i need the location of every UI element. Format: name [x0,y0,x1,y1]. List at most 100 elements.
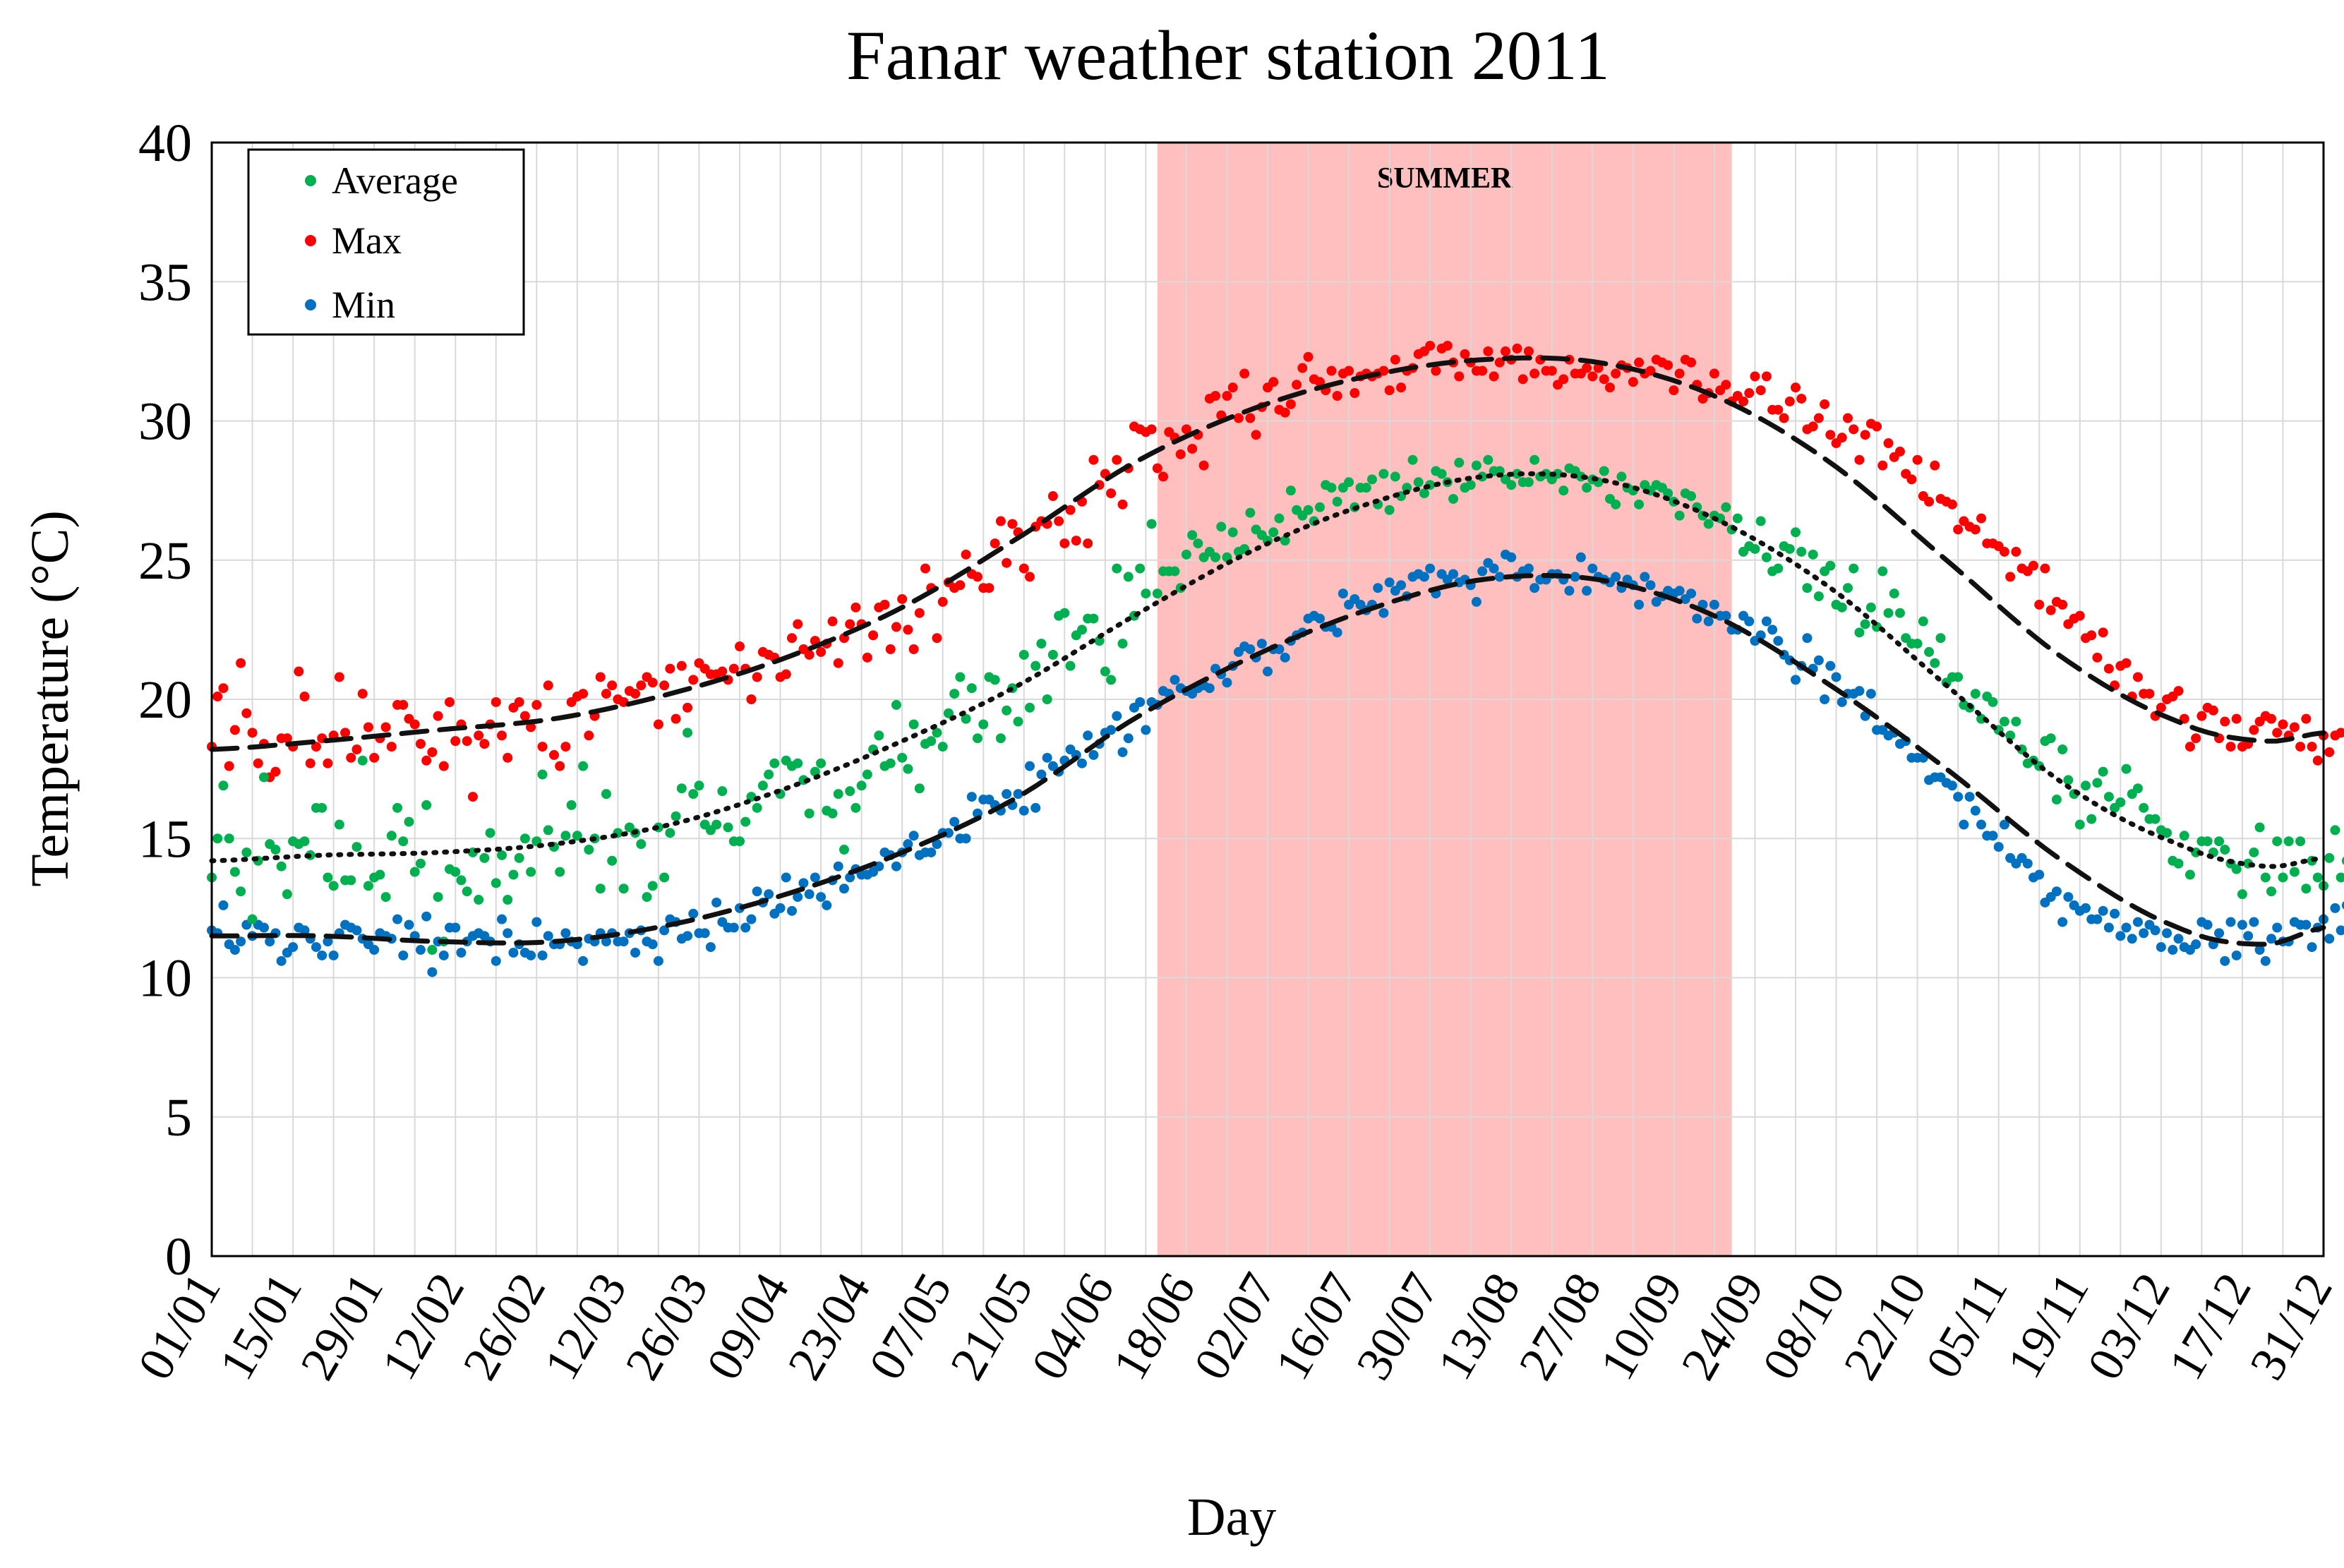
data-point-max [357,689,368,699]
data-point-min [2214,928,2225,939]
data-point-average [665,828,675,838]
data-point-max [1523,346,1534,356]
data-point-max [415,739,426,749]
data-point-average [2272,836,2283,847]
data-point-min [578,955,589,966]
data-point-average [891,699,901,710]
data-point-average [357,755,368,766]
data-point-average [1088,613,1099,624]
data-point-min [537,950,548,960]
data-point-average [1384,505,1395,515]
data-point-min [1755,630,1766,641]
data-point-max [2220,716,2230,727]
data-point-max [1953,524,1964,535]
data-point-average [764,769,774,780]
data-point-average [914,783,925,794]
legend-label-max: Max [332,219,402,262]
data-point-min [740,922,751,933]
data-point-max [2184,742,2195,752]
data-point-max [891,622,901,632]
data-point-max [2029,560,2039,571]
data-point-max [2121,658,2132,668]
data-point-average [519,833,530,844]
data-point-min [833,861,843,872]
data-point-min [1529,583,1540,593]
data-point-average [978,719,989,730]
data-point-max [601,689,611,699]
data-point-max [688,675,699,685]
data-point-max [2301,713,2312,724]
data-point-max [363,722,373,732]
data-point-average [1674,510,1685,521]
data-point-max [2103,663,2114,674]
data-point-max [409,719,420,730]
data-point-average [2121,764,2132,774]
data-point-min [1396,580,1407,591]
data-point-average [1860,619,1870,629]
data-point-average [526,867,536,877]
data-point-average [856,780,867,791]
x-axis-label: Day [1187,1488,1277,1547]
y-tick-label: 0 [165,1227,192,1286]
data-point-average [2080,780,2091,791]
data-point-average [398,836,409,847]
data-point-average [375,869,385,880]
data-point-average [572,831,582,841]
data-point-min [1523,563,1534,574]
data-point-max [1384,385,1395,396]
data-point-max [2045,605,2056,615]
data-point-average [2179,831,2189,841]
data-point-min [1222,677,1232,688]
data-point-min [1506,552,1517,562]
data-point-min [1036,769,1047,780]
data-point-average [485,828,495,838]
data-point-max [369,752,380,763]
data-point-average [2312,872,2323,883]
data-point-average [334,819,344,830]
data-point-average [566,800,577,810]
data-point-max [299,692,310,702]
data-point-min [328,950,339,960]
data-point-average [2202,836,2213,847]
data-point-average [2289,867,2300,877]
data-point-max [438,761,449,771]
data-point-average [2139,802,2149,813]
data-point-average [578,761,589,771]
data-point-average [1465,480,1476,490]
data-point-average [1953,672,1964,682]
data-point-average [1181,549,1191,560]
data-point-min [764,889,774,900]
data-point-max [1297,363,1308,373]
data-point-max [1477,366,1488,376]
data-point-max [2208,705,2218,716]
plot-frame [210,141,2325,1258]
data-point-max [334,672,344,682]
data-point-max [503,752,513,763]
series-average [207,454,2344,955]
data-point-min [1263,666,1273,677]
data-point-max [2098,627,2108,638]
data-point-min [1947,780,1957,791]
data-point-min [1634,599,1645,610]
data-point-average [839,845,849,855]
data-point-average [503,895,513,905]
data-point-average [1599,466,1609,476]
data-point-average [1106,675,1117,685]
data-point-average [450,867,461,877]
data-point-max [229,725,240,735]
data-point-min [728,922,739,933]
data-point-average [323,872,333,883]
data-point-max [462,736,472,747]
data-point-max [1791,382,1801,393]
data-point-average [932,728,942,738]
data-point-max [1303,351,1314,362]
data-point-average [966,683,977,694]
data-point-max [253,758,263,768]
data-point-average [380,892,391,903]
data-point-min [1448,569,1459,579]
data-point-average [804,808,815,819]
data-point-min [1332,627,1342,638]
data-point-max [1344,366,1354,376]
data-point-min [1820,694,1830,704]
